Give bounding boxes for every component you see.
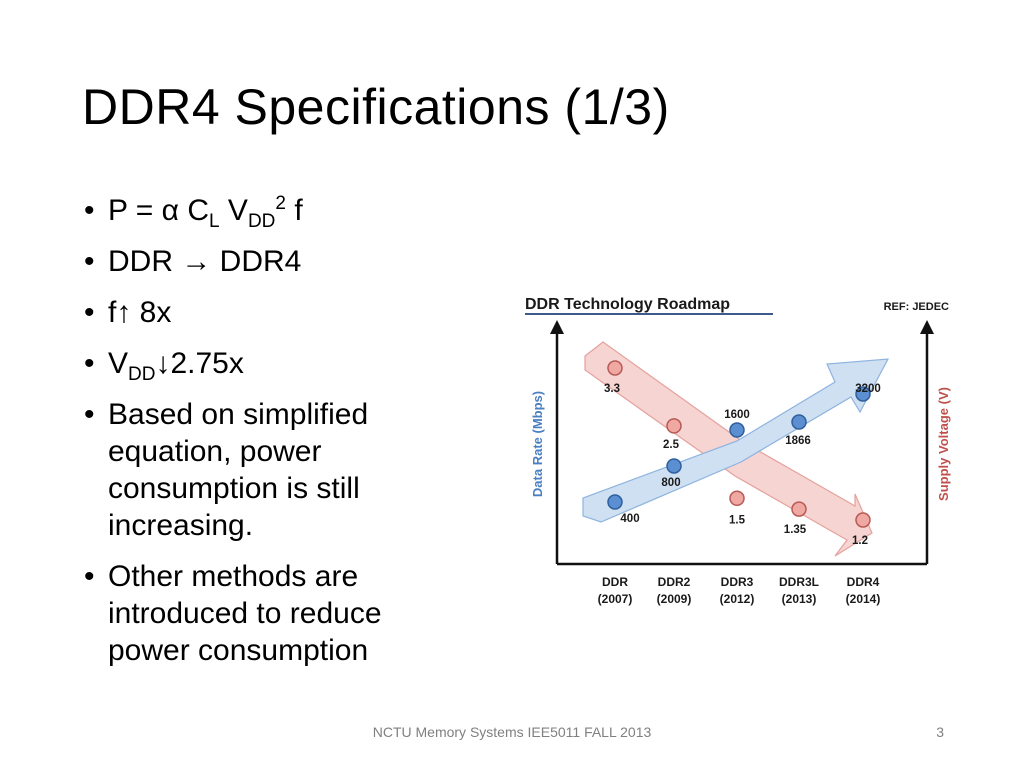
data-rate-label: 800	[661, 477, 680, 489]
voltage-point	[607, 360, 623, 376]
ddr-roadmap-chart: DDR Technology Roadmap REF: JEDEC Data R…	[525, 296, 951, 606]
voltage-label: 1.5	[729, 514, 746, 526]
voltage-label: 1.35	[784, 524, 807, 536]
data-rate-label: 1600	[724, 409, 750, 421]
x-tick-year: (2012)	[720, 592, 755, 606]
y-axis-label-left: Data Rate (Mbps)	[530, 391, 545, 497]
x-tick-label: DDR2	[658, 575, 691, 589]
right-axis-arrow	[920, 320, 934, 334]
data-rate-label: 400	[620, 513, 639, 525]
x-tick-label: DDR3L	[779, 575, 819, 589]
voltage-label: 2.5	[663, 439, 680, 451]
bullet-vdd: VDD↓2.75x	[84, 345, 464, 384]
data-rate-point	[729, 422, 745, 438]
chart-ref: REF: JEDEC	[884, 301, 949, 313]
chart-marks: 400 800 1600 1866 3200 3.3 2.5 1.5 1.35 1.2	[604, 360, 881, 547]
data-rate-point	[855, 386, 871, 402]
voltage-label: 3.3	[604, 383, 620, 395]
bullet-other-methods: Other methods are introduced to reduce p…	[84, 558, 464, 669]
bullet-list: P = α CL VDD2 f DDR → DDR4 f↑ 8x VDD↓2.7…	[84, 192, 464, 683]
data-rate-point	[666, 458, 682, 474]
data-rate-point	[607, 494, 623, 510]
y-axis-label-right: Supply Voltage (V)	[936, 387, 951, 501]
left-axis-arrow	[550, 320, 564, 334]
bullet-frequency: f↑ 8x	[84, 294, 464, 331]
x-tick-year: (2013)	[782, 592, 817, 606]
x-tick-year: (2014)	[846, 592, 881, 606]
x-tick-year: (2009)	[657, 592, 692, 606]
x-tick-label: DDR3	[721, 575, 754, 589]
bullet-power-increasing: Based on simplified equation, power cons…	[84, 396, 464, 544]
data-rate-point	[791, 414, 807, 430]
voltage-point	[666, 418, 682, 434]
voltage-point	[791, 501, 807, 517]
page-number: 3	[936, 724, 944, 740]
data-rate-label: 1866	[785, 435, 811, 447]
x-tick-label: DDR	[602, 575, 628, 589]
voltage-point	[855, 512, 871, 528]
voltage-label: 1.2	[852, 535, 868, 547]
chart-title: DDR Technology Roadmap	[525, 296, 730, 313]
data-rate-label: 3200	[855, 383, 881, 395]
slide-title: DDR4 Specifications (1/3)	[82, 79, 670, 135]
x-tick-label: DDR4	[847, 575, 880, 589]
voltage-point	[729, 490, 745, 507]
bullet-ddr-to-ddr4: DDR → DDR4	[84, 243, 464, 280]
data-rate-trend-arrow	[582, 358, 890, 523]
x-axis-tick-labels: DDR (2007) DDR2 (2009) DDR3 (2012) DDR3L (2013)…	[598, 575, 881, 606]
bullet-power-equation: P = α CL VDD2 f	[84, 192, 464, 231]
x-tick-year: (2007)	[598, 592, 633, 606]
footer: NCTU Memory Systems IEE5011 FALL 2013	[372, 724, 652, 740]
